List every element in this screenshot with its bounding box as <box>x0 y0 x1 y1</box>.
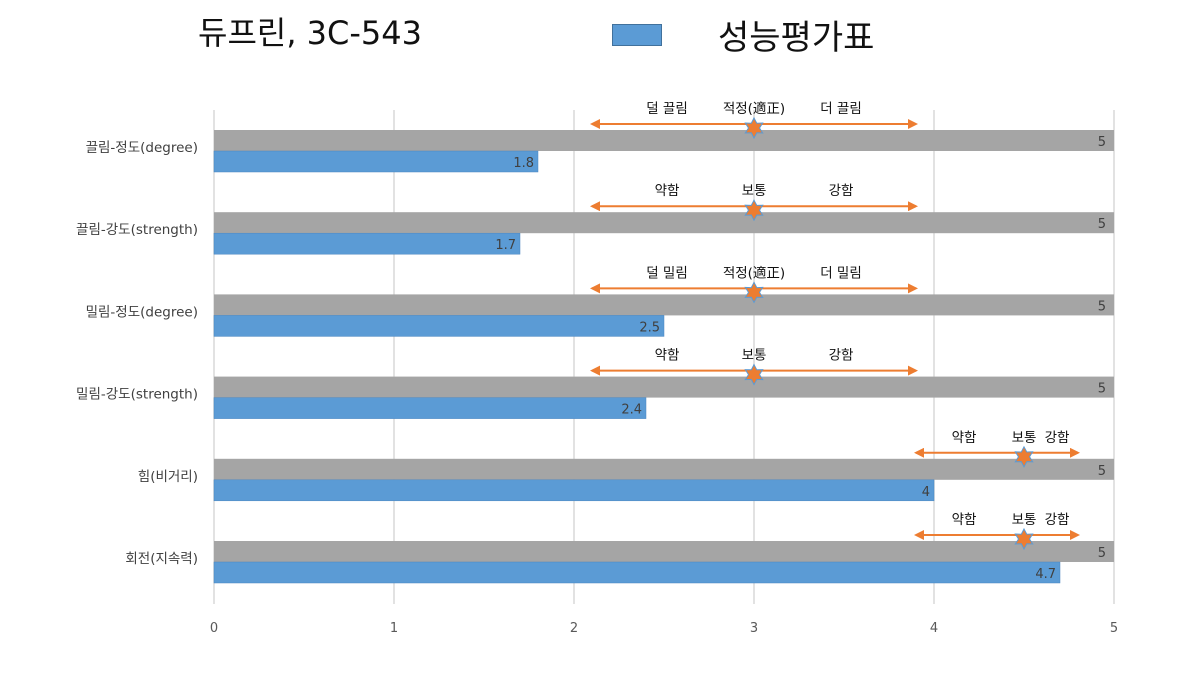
scale-label-left: 약함 <box>952 430 977 446</box>
scale-label-right: 더 끌림 <box>820 101 862 117</box>
value-data-label: 2.4 <box>621 403 642 418</box>
max-bar <box>214 376 1114 398</box>
scale-label-mid: 보통 <box>1012 430 1037 446</box>
category-label: 회전(지속력) <box>125 551 198 567</box>
max-data-label: 5 <box>1098 546 1106 561</box>
scale-marker-star <box>744 363 764 386</box>
scale-label-right: 더 밀림 <box>820 265 862 281</box>
max-data-label: 5 <box>1098 217 1106 232</box>
x-tick-label: 5 <box>1110 621 1118 636</box>
scale-label-left: 약함 <box>952 512 977 528</box>
scale-label-mid: 적정(適正) <box>723 100 785 117</box>
value-bar <box>213 150 539 173</box>
x-tick-label: 2 <box>570 621 578 636</box>
scale-label-right: 강함 <box>829 348 854 364</box>
x-tick-label: 3 <box>750 621 758 636</box>
legend: 성능평가표 <box>612 10 874 59</box>
x-tick-label: 1 <box>390 621 398 636</box>
max-bar <box>214 294 1114 316</box>
max-bar <box>214 130 1114 151</box>
category-label: 끌림-강도(strength) <box>76 222 198 238</box>
scale-marker-star <box>1014 445 1034 468</box>
legend-swatch <box>612 23 662 46</box>
value-data-label: 4 <box>922 485 930 500</box>
value-bar <box>213 315 665 337</box>
legend-label: 성능평가표 <box>718 18 875 58</box>
value-data-label: 1.7 <box>495 238 516 253</box>
category-label: 힘(비거리) <box>138 469 198 485</box>
scale-marker-star <box>744 199 764 222</box>
scale-label-right: 강함 <box>1045 430 1070 446</box>
chart-title: 듀프린, 3C-543 <box>198 14 422 52</box>
scale-label-mid: 보통 <box>742 348 767 364</box>
x-tick-label: 0 <box>210 621 218 636</box>
value-data-label: 2.5 <box>639 320 660 335</box>
max-data-label: 5 <box>1098 135 1106 150</box>
scale-marker-star <box>744 281 764 304</box>
value-bar <box>213 232 521 255</box>
value-data-label: 4.7 <box>1035 567 1056 582</box>
scale-marker-star <box>1014 527 1034 551</box>
value-data-label: 1.8 <box>513 156 534 171</box>
max-bar <box>214 541 1114 562</box>
max-bar <box>214 212 1114 234</box>
max-data-label: 5 <box>1098 464 1106 479</box>
value-bar <box>213 397 647 419</box>
scale-label-mid: 적정(適正) <box>723 264 785 281</box>
scale-label-right: 강함 <box>1045 512 1070 528</box>
scale-label-right: 강함 <box>829 183 854 199</box>
category-label: 밀림-정도(degree) <box>86 304 198 320</box>
scale-label-left: 약함 <box>655 348 680 364</box>
max-data-label: 5 <box>1098 382 1106 397</box>
category-label: 끌림-정도(degree) <box>86 140 198 156</box>
category-label: 밀림-강도(strength) <box>76 387 198 403</box>
scale-marker-star <box>744 116 764 140</box>
scale-label-mid: 보통 <box>742 183 767 199</box>
value-bar <box>213 561 1061 584</box>
max-data-label: 5 <box>1098 299 1106 314</box>
scale-label-left: 덜 밀림 <box>646 265 688 281</box>
scale-label-mid: 보통 <box>1012 512 1037 528</box>
scale-label-left: 약함 <box>655 183 680 199</box>
x-tick-label: 4 <box>930 621 938 636</box>
scale-label-left: 덜 끌림 <box>646 101 688 117</box>
value-bar <box>213 479 935 502</box>
max-bar <box>214 458 1114 480</box>
